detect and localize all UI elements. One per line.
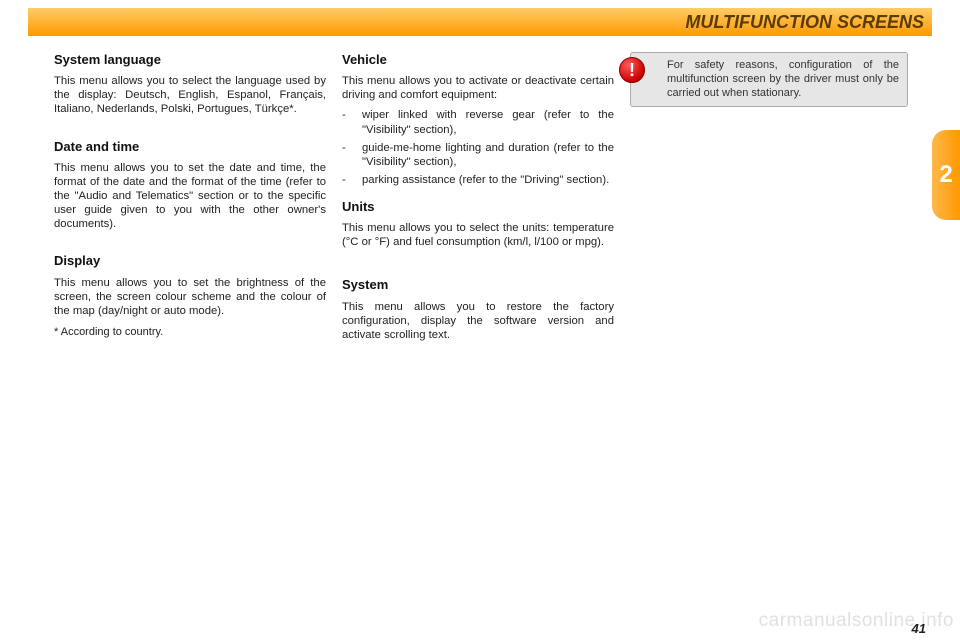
intro-vehicle: This menu allows you to activate or deac… <box>342 74 614 102</box>
body-system: This menu allows you to restore the fact… <box>342 300 614 342</box>
bullet-text: wiper linked with reverse gear (refer to… <box>362 108 614 136</box>
bullet-item: - wiper linked with reverse gear (refer … <box>342 108 614 136</box>
bullet-item: - parking assistance (refer to the "Driv… <box>342 173 614 187</box>
page: MULTIFUNCTION SCREENS System language Th… <box>28 0 932 640</box>
section-units: Units This menu allows you to select the… <box>342 199 614 249</box>
heading-date-time: Date and time <box>54 139 326 155</box>
section-system-language: System language This menu allows you to … <box>54 52 326 117</box>
content-area: System language This menu allows you to … <box>54 52 902 620</box>
body-system-language: This menu allows you to select the langu… <box>54 74 326 116</box>
body-date-time: This menu allows you to set the date and… <box>54 161 326 232</box>
heading-system: System <box>342 277 614 293</box>
chapter-tab-label: 2 <box>939 161 952 189</box>
header-bar: MULTIFUNCTION SCREENS <box>28 8 932 36</box>
bullet-text: parking assistance (refer to the "Drivin… <box>362 173 614 187</box>
heading-display: Display <box>54 253 326 269</box>
bullet-dash-icon: - <box>342 141 362 169</box>
section-date-time: Date and time This menu allows you to se… <box>54 139 326 232</box>
section-system: System This menu allows you to restore t… <box>342 277 614 342</box>
section-vehicle: Vehicle This menu allows you to activate… <box>342 52 614 187</box>
column-1: System language This menu allows you to … <box>54 52 326 340</box>
watermark: carmanualsonline.info <box>759 610 954 632</box>
body-display: This menu allows you to set the brightne… <box>54 276 326 318</box>
column-2: Vehicle This menu allows you to activate… <box>342 52 614 364</box>
bullet-text: guide-me-home lighting and duration (ref… <box>362 141 614 169</box>
body-units: This menu allows you to select the units… <box>342 221 614 249</box>
bullet-item: - guide-me-home lighting and duration (r… <box>342 141 614 169</box>
footnote: * According to country. <box>54 326 163 340</box>
warning-icon: ! <box>619 57 645 83</box>
bullet-dash-icon: - <box>342 173 362 187</box>
heading-system-language: System language <box>54 52 326 68</box>
bullet-dash-icon: - <box>342 108 362 136</box>
warning-box: ! For safety reasons, configuration of t… <box>630 52 908 107</box>
heading-units: Units <box>342 199 614 215</box>
warning-text: For safety reasons, configuration of the… <box>667 59 899 99</box>
heading-vehicle: Vehicle <box>342 52 614 68</box>
chapter-tab: 2 <box>932 130 960 220</box>
section-display: Display This menu allows you to set the … <box>54 253 326 318</box>
column-3: ! For safety reasons, configuration of t… <box>630 52 908 107</box>
header-title: MULTIFUNCTION SCREENS <box>685 12 924 33</box>
